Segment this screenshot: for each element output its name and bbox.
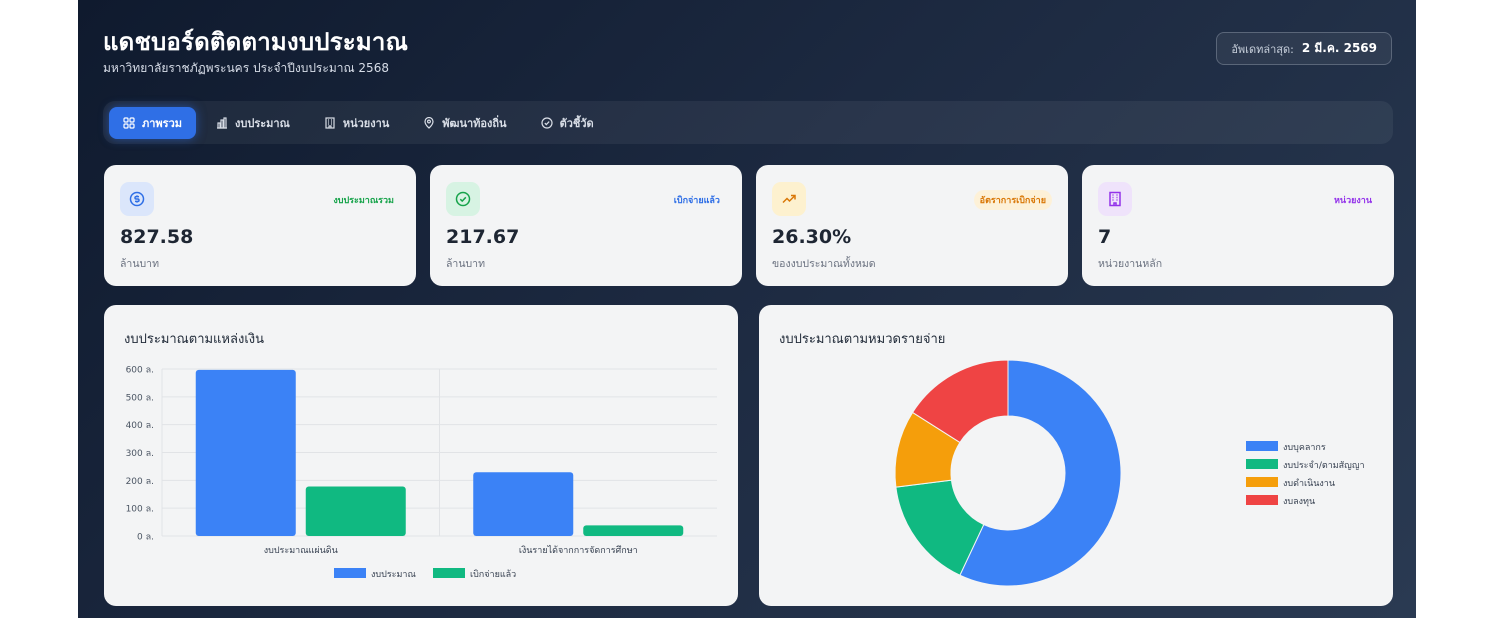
page-title: แดชบอร์ดติดตามงบประมาณ	[103, 28, 409, 56]
bar-chart-icon	[217, 116, 228, 129]
main-nav: ภาพรวม งบประมาณ หน่วยงาน พัฒนาท้องถิ่น ต…	[103, 101, 1393, 144]
legend-label: งบประจำ/ตามสัญญา	[1283, 460, 1365, 471]
grid-icon	[123, 116, 135, 129]
y-tick-label: 100 ล.	[126, 505, 154, 515]
icon-box	[1098, 182, 1132, 216]
building-icon	[325, 116, 335, 129]
tab-label: หน่วยงาน	[342, 116, 390, 130]
legend-label: เบิกจ่ายแล้ว	[470, 569, 516, 580]
icon-box	[120, 182, 154, 216]
stat-value: 217.67	[446, 226, 520, 248]
stat-card-disbursed: เบิกจ่ายแล้ว 217.67 ล้านบาท	[430, 165, 742, 286]
tab-label: ภาพรวม	[142, 116, 183, 130]
x-tick-label: เงินรายได้จากการจัดการศึกษา	[519, 545, 638, 556]
tab-indicators[interactable]: ตัวชี้วัด	[527, 107, 608, 139]
stat-card-disbursement-rate: อัตราการเบิกจ่าย 26.30% ของงบประมาณทั้งห…	[756, 165, 1068, 286]
panel-title: งบประมาณตามหมวดรายจ่าย	[779, 332, 946, 347]
y-tick-label: 400 ล.	[126, 421, 154, 431]
budget-by-category-panel: งบประมาณตามหมวดรายจ่าย งบบุคลากรงบประจำ/…	[759, 305, 1393, 606]
tab-label: ตัวชี้วัด	[559, 116, 594, 130]
tab-label: พัฒนาท้องถิ่น	[442, 116, 507, 130]
legend-swatch	[334, 568, 366, 578]
stat-badge: งบประมาณรวม	[333, 196, 394, 206]
budget-by-source-chart: 600 ล. 500 ล. 400 ล. 300 ล. 200 ล. 100 ล. 0 ล.…	[126, 366, 717, 580]
stat-value: 26.30%	[772, 226, 852, 248]
legend-swatch	[1246, 477, 1278, 487]
stat-badge: เบิกจ่ายแล้ว	[673, 196, 720, 206]
building-icon	[1109, 191, 1121, 207]
legend-label: งบบุคลากร	[1283, 443, 1326, 453]
budget-by-source-panel: งบประมาณตามแหล่งเงิน 600 ล. 500 ล. 400 ล. 3…	[104, 305, 738, 606]
panel-title: งบประมาณตามแหล่งเงิน	[124, 332, 264, 347]
stat-unit: ล้านบาท	[446, 258, 485, 270]
y-tick-label: 500 ล.	[126, 393, 154, 403]
tab-departments[interactable]: หน่วยงาน	[310, 107, 403, 139]
legend-swatch	[1246, 441, 1278, 451]
legend-swatch	[433, 568, 465, 578]
icon-box	[446, 182, 480, 216]
icon-box	[772, 182, 806, 216]
bar	[473, 472, 574, 536]
stat-value: 7	[1098, 226, 1112, 248]
legend-swatch	[1246, 495, 1278, 505]
last-update-value: 2 มี.ค. 2569	[1301, 41, 1377, 55]
budget-by-category-chart: งบบุคลากรงบประจำ/ตามสัญญางบดำเนินงานงบลง…	[894, 359, 1365, 587]
stat-unit: หน่วยงานหลัก	[1098, 258, 1163, 270]
y-tick-label: 0 ล.	[137, 533, 154, 543]
tab-label: งบประมาณ	[235, 116, 290, 130]
stat-unit: ล้านบาท	[120, 258, 159, 270]
dollar-icon	[129, 191, 145, 207]
legend-label: งบลงทุน	[1283, 497, 1315, 507]
check-circle-icon	[540, 116, 553, 129]
last-update-badge: อัพเดทล่าสุด: 2 มี.ค. 2569	[1216, 32, 1392, 65]
map-pin-icon	[424, 116, 434, 129]
x-tick-label: งบประมาณแผ่นดิน	[264, 545, 338, 556]
tab-local-development[interactable]: พัฒนาท้องถิ่น	[409, 107, 520, 139]
donut-slice	[959, 359, 1122, 587]
trending-up-icon	[782, 194, 796, 204]
tab-budget[interactable]: งบประมาณ	[202, 107, 304, 139]
stat-card-departments: หน่วยงาน 7 หน่วยงานหลัก	[1082, 165, 1394, 286]
stat-badge: หน่วยงาน	[1333, 196, 1372, 206]
dashboard-app: แดชบอร์ดติดตามงบประมาณ มหาวิทยาลัยราชภัฏ…	[78, 0, 1416, 618]
stat-card-total-budget: งบประมาณรวม 827.58 ล้านบาท	[104, 165, 416, 286]
stat-badge: อัตราการเบิกจ่าย	[973, 190, 1052, 210]
page-subtitle: มหาวิทยาลัยราชภัฏพระนคร ประจำปีงบประมาณ …	[103, 61, 389, 75]
legend-swatch	[1246, 459, 1278, 469]
donut-slice	[911, 359, 1009, 444]
check-circle-icon	[455, 191, 471, 207]
y-tick-label: 600 ล.	[126, 366, 154, 376]
legend-label: งบดำเนินงาน	[1283, 478, 1335, 489]
bar	[583, 525, 684, 536]
stat-value: 827.58	[120, 226, 194, 248]
bar	[305, 486, 406, 536]
stat-unit: ของงบประมาณทั้งหมด	[772, 258, 876, 270]
y-tick-label: 300 ล.	[126, 449, 154, 459]
last-update-label: อัพเดทล่าสุด:	[1231, 42, 1294, 56]
legend-label: งบประมาณ	[371, 570, 416, 580]
bar	[195, 369, 296, 536]
y-tick-label: 200 ล.	[126, 477, 154, 487]
tab-overview[interactable]: ภาพรวม	[109, 106, 197, 139]
